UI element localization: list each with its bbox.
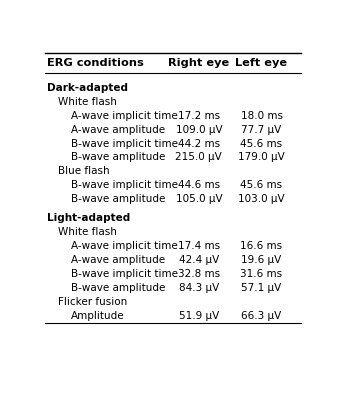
Text: Amplitude: Amplitude: [71, 311, 124, 321]
Text: B-wave amplitude: B-wave amplitude: [71, 194, 165, 204]
Text: 84.3 μV: 84.3 μV: [179, 283, 219, 293]
Text: A-wave implicit time: A-wave implicit time: [71, 111, 178, 121]
Text: 44.6 ms: 44.6 ms: [178, 180, 220, 190]
Text: 66.3 μV: 66.3 μV: [241, 311, 282, 321]
Text: 19.6 μV: 19.6 μV: [241, 255, 282, 265]
Text: B-wave amplitude: B-wave amplitude: [71, 283, 165, 293]
Text: Flicker fusion: Flicker fusion: [58, 297, 127, 306]
Text: B-wave implicit time: B-wave implicit time: [71, 269, 178, 279]
Text: 45.6 ms: 45.6 ms: [241, 138, 282, 149]
Text: 57.1 μV: 57.1 μV: [241, 283, 282, 293]
Text: A-wave amplitude: A-wave amplitude: [71, 255, 165, 265]
Text: B-wave implicit time: B-wave implicit time: [71, 138, 178, 149]
Text: 103.0 μV: 103.0 μV: [238, 194, 285, 204]
Text: 105.0 μV: 105.0 μV: [176, 194, 222, 204]
Text: Light-adapted: Light-adapted: [47, 213, 131, 223]
Text: 31.6 ms: 31.6 ms: [241, 269, 282, 279]
Text: 17.2 ms: 17.2 ms: [178, 111, 220, 121]
Text: White flash: White flash: [58, 227, 117, 237]
Text: Right eye: Right eye: [168, 59, 229, 68]
Text: 17.4 ms: 17.4 ms: [178, 241, 220, 251]
Text: 18.0 ms: 18.0 ms: [241, 111, 282, 121]
Text: B-wave amplitude: B-wave amplitude: [71, 153, 165, 162]
Text: 51.9 μV: 51.9 μV: [179, 311, 219, 321]
Text: A-wave amplitude: A-wave amplitude: [71, 125, 165, 135]
Text: B-wave implicit time: B-wave implicit time: [71, 180, 178, 190]
Text: ERG conditions: ERG conditions: [47, 59, 144, 68]
Text: 16.6 ms: 16.6 ms: [241, 241, 282, 251]
Text: 77.7 μV: 77.7 μV: [241, 125, 282, 135]
Text: Left eye: Left eye: [236, 59, 287, 68]
Text: Dark-adapted: Dark-adapted: [47, 83, 128, 93]
Text: 179.0 μV: 179.0 μV: [238, 153, 285, 162]
Text: White flash: White flash: [58, 97, 117, 107]
Text: 44.2 ms: 44.2 ms: [178, 138, 220, 149]
Text: 215.0 μV: 215.0 μV: [176, 153, 222, 162]
Text: 109.0 μV: 109.0 μV: [176, 125, 222, 135]
Text: 45.6 ms: 45.6 ms: [241, 180, 282, 190]
Text: A-wave implicit time: A-wave implicit time: [71, 241, 178, 251]
Text: 42.4 μV: 42.4 μV: [179, 255, 219, 265]
Text: Blue flash: Blue flash: [58, 166, 110, 176]
Text: 32.8 ms: 32.8 ms: [178, 269, 220, 279]
